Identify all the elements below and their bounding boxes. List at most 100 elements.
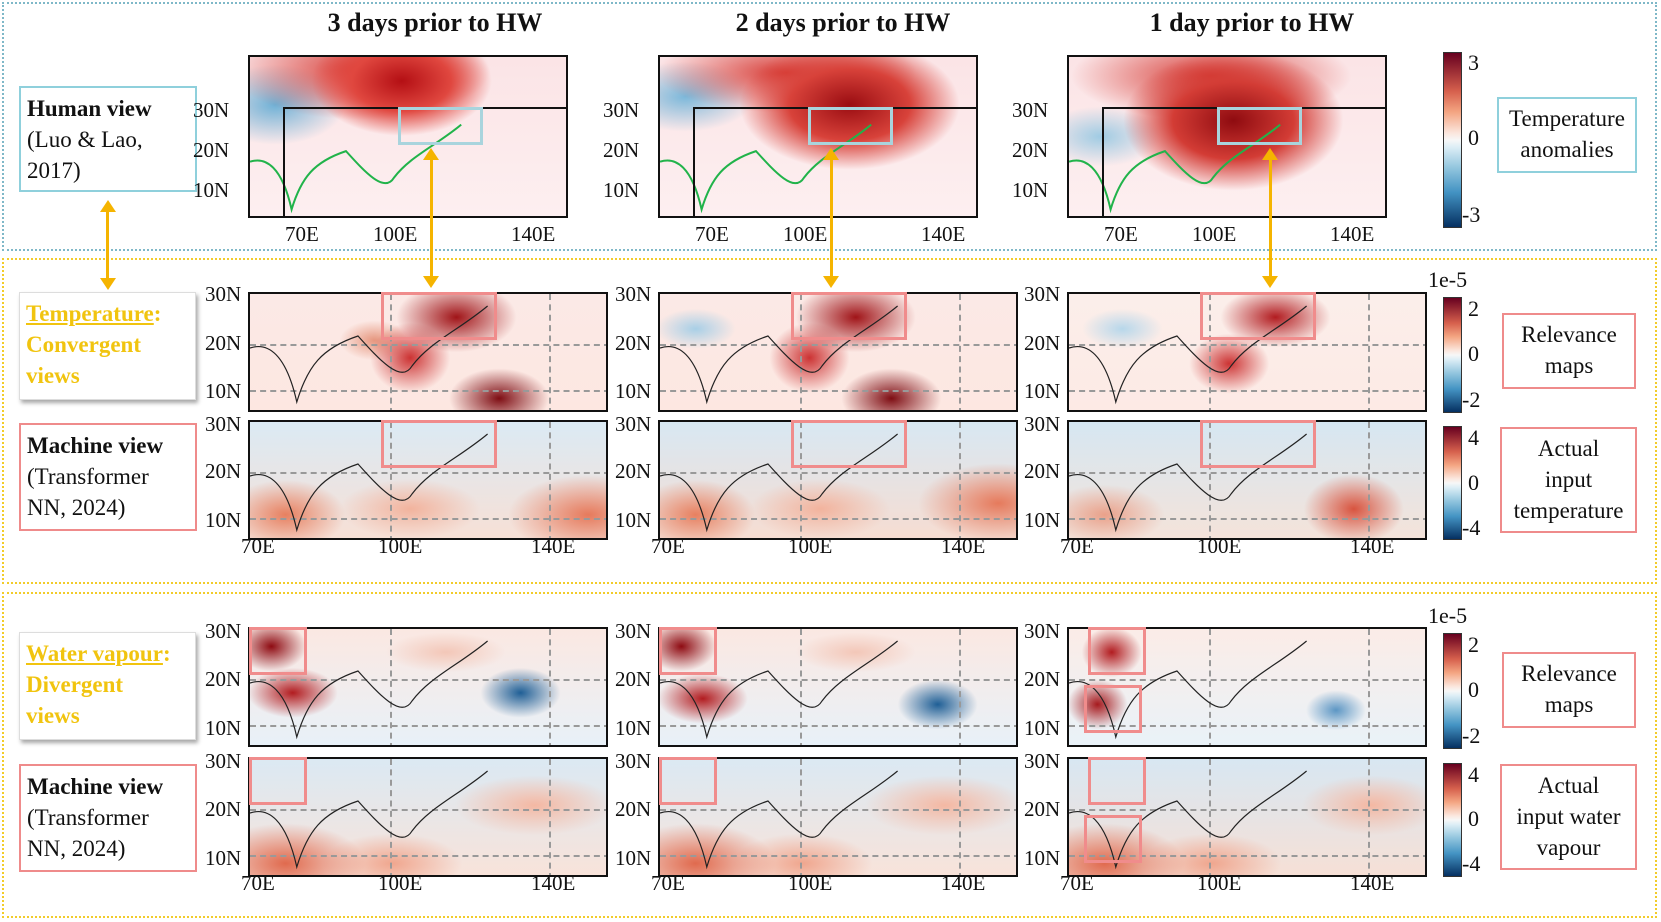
rw-label-2: maps <box>1544 692 1594 717</box>
relevance-maps-temp-label: Relevance maps <box>1502 313 1636 389</box>
lat-tick-inW-2-1: 20N <box>1024 797 1061 821</box>
gridline-lat <box>250 518 606 520</box>
it-label-2: input <box>1544 467 1593 492</box>
lon-tick-human-2-0: 70E <box>1104 222 1138 246</box>
lat-tick-human-1-2: 10N <box>603 178 640 202</box>
coastline-path <box>660 433 898 533</box>
region-box-red-top-inW-2 <box>1088 757 1146 805</box>
temperature-anomalies-label: Temperature anomalies <box>1497 97 1637 173</box>
gridline-lat <box>1069 725 1425 727</box>
lon-tick-inW-0-2: 140E <box>531 871 576 895</box>
convergent-views-text: views <box>26 363 80 388</box>
water-vapour-colon: : <box>162 641 171 666</box>
gridline-lon <box>1368 759 1370 875</box>
coastline-outline <box>1069 770 1307 870</box>
region-box-red-bottom-relW-2 <box>1084 685 1142 733</box>
lat-tick-inT-2-0: 30N <box>1024 412 1061 436</box>
coastline-outline <box>660 123 872 214</box>
cb-rw-max: 2 <box>1468 632 1479 657</box>
lat-tick-inT-0-0: 30N <box>205 412 242 436</box>
coastline-outline <box>660 640 898 740</box>
arrow-line-2 <box>1269 158 1272 280</box>
region-box-red-relT-0 <box>381 292 497 340</box>
lat-tick-inW-0-0: 30N <box>205 749 242 773</box>
coastline-path <box>1069 123 1281 214</box>
gridline-lon <box>800 294 802 410</box>
coastline-outline <box>1069 433 1307 533</box>
machine-view-wv-citation-1: (Transformer <box>27 805 149 830</box>
coastline-path <box>660 123 872 214</box>
region-box-red-relT-1 <box>791 292 907 340</box>
cb-iw-max: 4 <box>1468 762 1479 787</box>
arrow-up-head-0 <box>423 148 439 160</box>
column-header-1day: 1 day prior to HW <box>1149 8 1355 37</box>
human-view-section <box>2 2 1657 251</box>
map-panel-human-1 <box>658 55 978 218</box>
lat-tick-relT-2-2: 10N <box>1024 379 1061 403</box>
arrow-up-head-1 <box>823 148 839 160</box>
gridline-lat <box>250 855 606 857</box>
actual-input-wv-label: Actual input water vapour <box>1500 764 1637 870</box>
map-panel-inT-0 <box>248 420 608 540</box>
lon-tick-inT-0-1: 100E <box>378 534 423 558</box>
lat-tick-relW-1-2: 10N <box>615 716 652 740</box>
coastline-path <box>250 433 488 533</box>
human-view-citation-1: (Luo & Lao, <box>27 127 143 152</box>
gridline-lon <box>1368 422 1370 538</box>
gridline-lon <box>959 629 961 745</box>
cb-rw-mid: 0 <box>1468 677 1479 702</box>
gridline-lon <box>390 629 392 745</box>
lat-tick-relT-1-1: 20N <box>615 331 652 355</box>
coastline-path <box>1069 770 1307 870</box>
region-box-red-inW-0 <box>249 757 307 805</box>
arrow-down-head-2 <box>1262 276 1278 288</box>
lat-tick-human-1-1: 20N <box>603 138 640 162</box>
coastline-outline <box>250 640 488 740</box>
lat-tick-relW-0-1: 20N <box>205 667 242 691</box>
machine-view-citation-2: NN, 2024) <box>27 495 126 520</box>
coastline-path <box>250 123 462 214</box>
coastline-path <box>250 305 488 405</box>
machine-view-wv-title: Machine view <box>27 774 164 799</box>
lon-tick-inT-2-2: 140E <box>1350 534 1395 558</box>
region-box-red-inT-0 <box>381 420 497 468</box>
lat-tick-relT-0-0: 30N <box>205 282 242 306</box>
lat-tick-inW-0-2: 10N <box>205 846 242 870</box>
lon-tick-inW-2-1: 100E <box>1197 871 1242 895</box>
ta-label-2: anomalies <box>1520 137 1614 162</box>
gridline-lon <box>1368 294 1370 410</box>
gridline-lat <box>1069 809 1425 811</box>
lon-tick-human-2-1: 100E <box>1192 222 1237 246</box>
cb-iw-mid: 0 <box>1468 806 1479 831</box>
rw-label-1: Relevance <box>1521 661 1617 686</box>
temperature-section <box>2 258 1657 584</box>
gridline-lon <box>549 422 551 538</box>
gridline-lon <box>390 294 392 410</box>
gridline-lat <box>660 679 1016 681</box>
gridline-lon <box>549 294 551 410</box>
lat-tick-human-2-0: 30N <box>1012 98 1049 122</box>
water-vapour-section <box>2 592 1657 918</box>
colorbar-relevance-temp <box>1443 297 1462 413</box>
lat-tick-relW-2-0: 30N <box>1024 619 1061 643</box>
convergent-text: Convergent <box>26 332 141 357</box>
lon-tick-inW-1-0: 70E <box>651 871 685 895</box>
cb-rt-max: 2 <box>1468 296 1479 321</box>
gridline-lat <box>660 390 1016 392</box>
coastline-path <box>660 770 898 870</box>
coastline-path <box>250 640 488 740</box>
lat-tick-inW-1-0: 30N <box>615 749 652 773</box>
lat-tick-inT-1-2: 10N <box>615 508 652 532</box>
gridline-lon <box>549 759 551 875</box>
machine-view-title: Machine view <box>27 433 164 458</box>
gridline-lon <box>959 759 961 875</box>
cb-it-min: -4 <box>1462 515 1481 540</box>
gridline-lat <box>250 809 606 811</box>
lat-tick-relW-1-1: 20N <box>615 667 652 691</box>
temperature-title: Temperature <box>26 301 154 326</box>
lat-tick-relT-2-1: 20N <box>1024 331 1061 355</box>
gridline-lat <box>1069 679 1425 681</box>
gridline-lon <box>959 294 961 410</box>
divergent-text: Divergent <box>26 672 124 697</box>
gridline-lon <box>1209 759 1211 875</box>
